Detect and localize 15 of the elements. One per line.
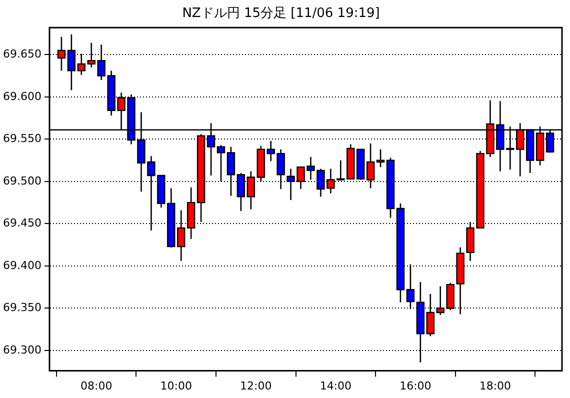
x-tick-label: 10:00: [160, 379, 192, 392]
x-tick-label: 16:00: [400, 379, 432, 392]
y-tick-label: 69.500: [2, 174, 42, 188]
y-tick-label: 69.600: [2, 90, 42, 103]
y-tick-label: 69.650: [2, 48, 42, 61]
x-tick-label: 08:00: [80, 379, 112, 392]
chart-title: NZドル円 15分足 [11/06 19:19]: [182, 6, 380, 22]
x-tick-label: 18:00: [479, 379, 512, 392]
x-tick-label: 14:00: [320, 379, 352, 392]
y-tick-label: 69.300: [2, 343, 42, 356]
y-tick-label: 69.400: [2, 258, 42, 272]
y-tick-label: 69.450: [2, 216, 42, 230]
y-tick-label: 69.550: [2, 132, 42, 146]
x-tick-label: 12:00: [240, 379, 272, 392]
y-tick-label: 69.350: [2, 301, 42, 314]
